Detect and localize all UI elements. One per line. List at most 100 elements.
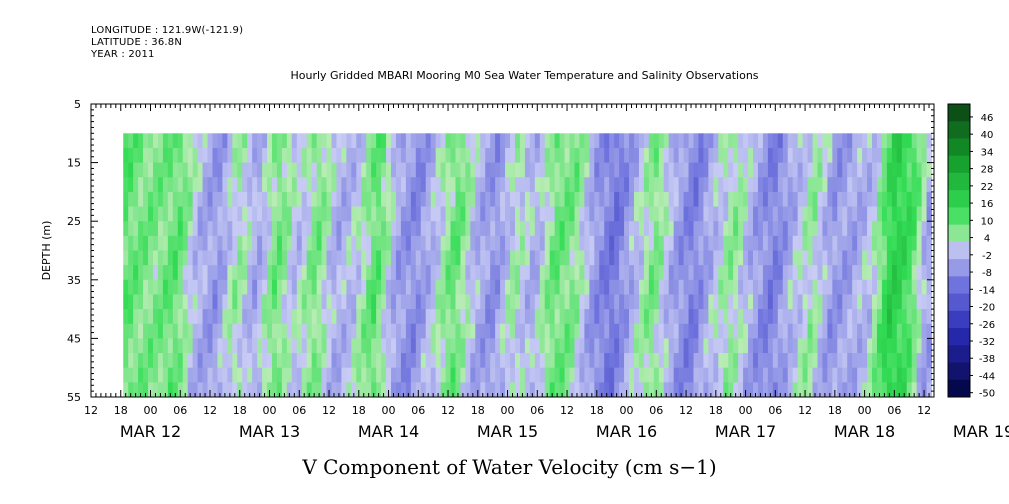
heatmap-cell [614,221,620,237]
heatmap-cell [827,162,833,178]
heatmap-cell [633,191,640,207]
heatmap-cell [162,265,169,281]
heatmap-cell [346,279,352,295]
heatmap-cell [876,382,883,398]
heatmap-cell [445,294,451,310]
heatmap-cell [817,279,823,295]
heatmap-cell [792,162,799,178]
heatmap-cell [316,235,322,251]
heatmap-cell [143,338,149,354]
heatmap-cell [400,382,407,398]
heatmap-cell [529,382,536,398]
heatmap-cell [386,265,392,281]
heatmap-cell [797,206,803,222]
heatmap-cell [703,206,709,222]
heatmap-cell [683,294,689,310]
heatmap-cell [291,206,298,222]
heatmap-cell [812,147,818,163]
heatmap-cell [876,265,883,281]
heatmap-cell [405,382,412,398]
heatmap-cell [143,235,149,251]
heatmap-cell [262,250,268,266]
heatmap-cell [430,133,437,149]
heatmap-cell [143,367,149,383]
heatmap-cell [405,323,412,339]
heatmap-cell [574,177,580,193]
heatmap-cell [519,133,526,149]
heatmap-cell [554,265,561,281]
heatmap-cell [564,367,570,383]
heatmap-cell [678,279,684,295]
heatmap-cell [242,338,248,354]
heatmap-cell [247,309,253,325]
colorbar-tick-label: 28 [981,165,994,176]
heatmap-cell [465,177,471,193]
heatmap-cell [381,133,387,149]
heatmap-cell [480,279,486,295]
heatmap-cell [594,133,600,149]
heatmap-cell [341,206,347,222]
heatmap-cell [272,265,278,281]
heatmap-cell [916,235,922,251]
heatmap-cell [544,162,551,178]
heatmap-cell [321,162,327,178]
heatmap-cell [857,206,863,222]
heatmap-cell [291,382,298,398]
heatmap-cell [901,323,908,339]
heatmap-cell [797,338,803,354]
heatmap-cell [599,206,605,222]
heatmap-cell [757,133,764,149]
heatmap-cell [862,353,868,369]
heatmap-cell [554,353,561,369]
heatmap-cell [440,265,446,281]
heatmap-cell [237,323,243,339]
heatmap-cell [678,177,684,193]
heatmap-cell [852,147,858,163]
heatmap-cell [767,250,774,266]
colorbar-swatch [948,293,970,312]
heatmap-cell [594,265,600,281]
x-date-label: MAR 13 [239,422,300,441]
heatmap-cell [728,294,734,310]
x-date-label: MAR 14 [358,422,419,441]
heatmap-cell [544,221,551,237]
heatmap-cell [326,147,332,163]
heatmap-cell [753,250,759,266]
heatmap-cell [212,147,218,163]
heatmap-cell [683,133,689,149]
heatmap-cell [167,309,174,325]
heatmap-cell [896,191,903,207]
heatmap-cell [812,309,818,325]
heatmap-cell [728,147,734,163]
heatmap-cell [495,221,501,237]
heatmap-cell [767,235,774,251]
heatmap-cell [276,250,283,266]
heatmap-cell [668,162,675,178]
heatmap-cell [276,235,283,251]
heatmap-cell [366,279,372,295]
heatmap-cell [356,323,362,339]
colorbar-swatch [948,224,970,243]
heatmap-cell [445,162,451,178]
heatmap-cell [549,221,556,237]
heatmap-cell [148,309,154,325]
heatmap-cell [772,177,779,193]
heatmap-cell [633,133,640,149]
heatmap-cell [217,235,223,251]
heatmap-cell [247,323,253,339]
heatmap-cell [872,279,878,295]
heatmap-cell [480,265,486,281]
heatmap-cell [351,177,357,193]
heatmap-cell [157,177,164,193]
heatmap-cell [787,177,794,193]
heatmap-cell [440,133,446,149]
heatmap-cell [172,323,179,339]
heatmap-cell [886,367,893,383]
heatmap-cell [718,177,724,193]
heatmap-cell [435,294,441,310]
heatmap-cell [356,382,362,398]
heatmap-cell [257,147,263,163]
heatmap-cell [286,133,293,149]
heatmap-cell [296,265,303,281]
heatmap-cell [673,162,680,178]
